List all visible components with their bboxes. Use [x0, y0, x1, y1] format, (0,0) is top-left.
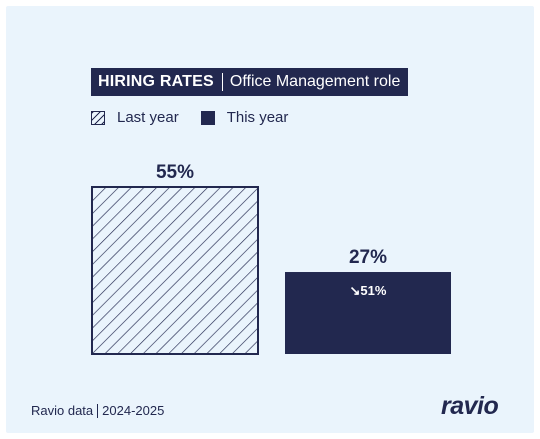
chart-title-box: HIRING RATES Office Management role: [91, 68, 409, 96]
value-label-last-year: 55%: [156, 162, 194, 183]
legend-label-last-year: Last year: [117, 109, 179, 126]
bar-last-year: [91, 186, 259, 355]
ravio-logo: ravio: [441, 392, 499, 420]
change-label: ↘51%: [350, 283, 387, 298]
legend-swatch-hatched: [91, 110, 105, 125]
chart-subtitle: Office Management role: [229, 73, 401, 90]
footer-source: Ravio data: [31, 403, 94, 418]
bar-this-year: [285, 272, 451, 354]
footer-period: 2024-2025: [102, 403, 165, 418]
legend-label-this-year: This year: [226, 109, 289, 126]
footer: Ravio data 2024-2025: [31, 403, 164, 418]
legend-swatch-solid: [200, 110, 215, 125]
footer-divider: [97, 403, 99, 418]
chart-title: HIRING RATES: [98, 73, 214, 90]
title-divider: [221, 73, 223, 91]
legend-item-last-year: Last year: [91, 109, 179, 126]
value-label-this-year: 27%: [349, 247, 387, 268]
legend-item-this-year: This year: [200, 109, 289, 126]
chart-legend: Last year This year: [91, 109, 310, 126]
